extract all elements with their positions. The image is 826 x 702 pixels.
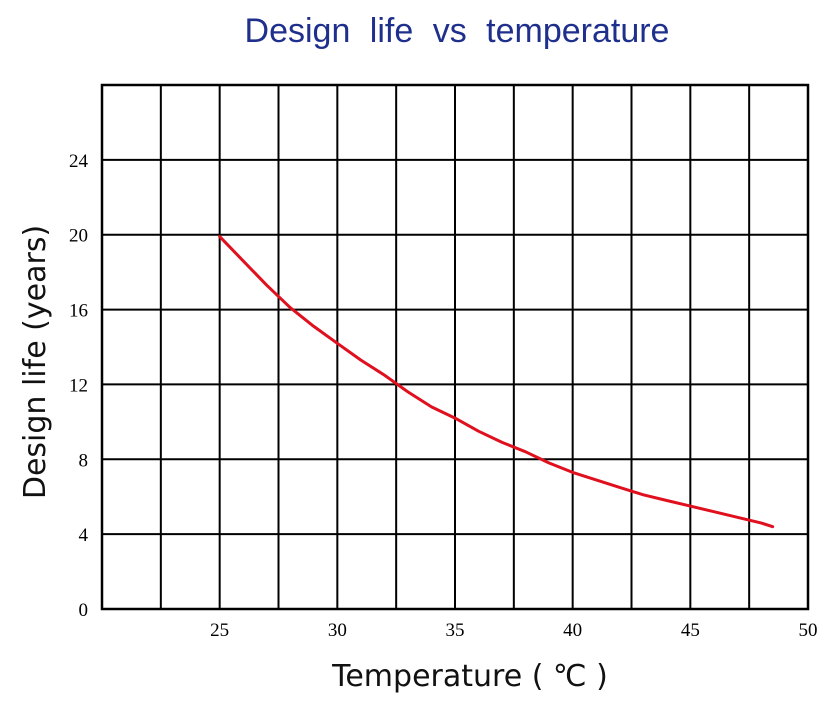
- y-tick-label: 16: [69, 301, 88, 322]
- x-axis-label: Temperature ( ℃ ): [331, 659, 608, 694]
- grid: [102, 85, 808, 609]
- x-tick-label: 50: [799, 620, 818, 641]
- x-tick-label: 30: [328, 620, 347, 641]
- y-tick-label: 4: [79, 525, 89, 546]
- x-tick-label: 40: [563, 620, 582, 641]
- y-tick-label: 12: [69, 375, 88, 396]
- design-life-line: [218, 235, 775, 529]
- y-tick-label: 8: [79, 450, 89, 471]
- x-tick-labels: 25 30 35 40 45 50: [210, 620, 817, 641]
- chart-title: Design life vs temperature: [245, 12, 670, 50]
- y-tick-labels: 0 4 8 12 16 20 24: [69, 151, 89, 621]
- y-axis-label: Design life (years): [18, 225, 53, 499]
- plot-frame: [100, 83, 810, 611]
- x-tick-label: 25: [210, 620, 229, 641]
- y-tick-label: 0: [79, 600, 89, 621]
- y-tick-label: 20: [69, 226, 88, 247]
- y-tick-label: 24: [69, 151, 89, 172]
- x-tick-label: 45: [681, 620, 700, 641]
- data-series: [218, 235, 775, 529]
- x-tick-label: 35: [446, 620, 465, 641]
- plot-border: [100, 83, 810, 611]
